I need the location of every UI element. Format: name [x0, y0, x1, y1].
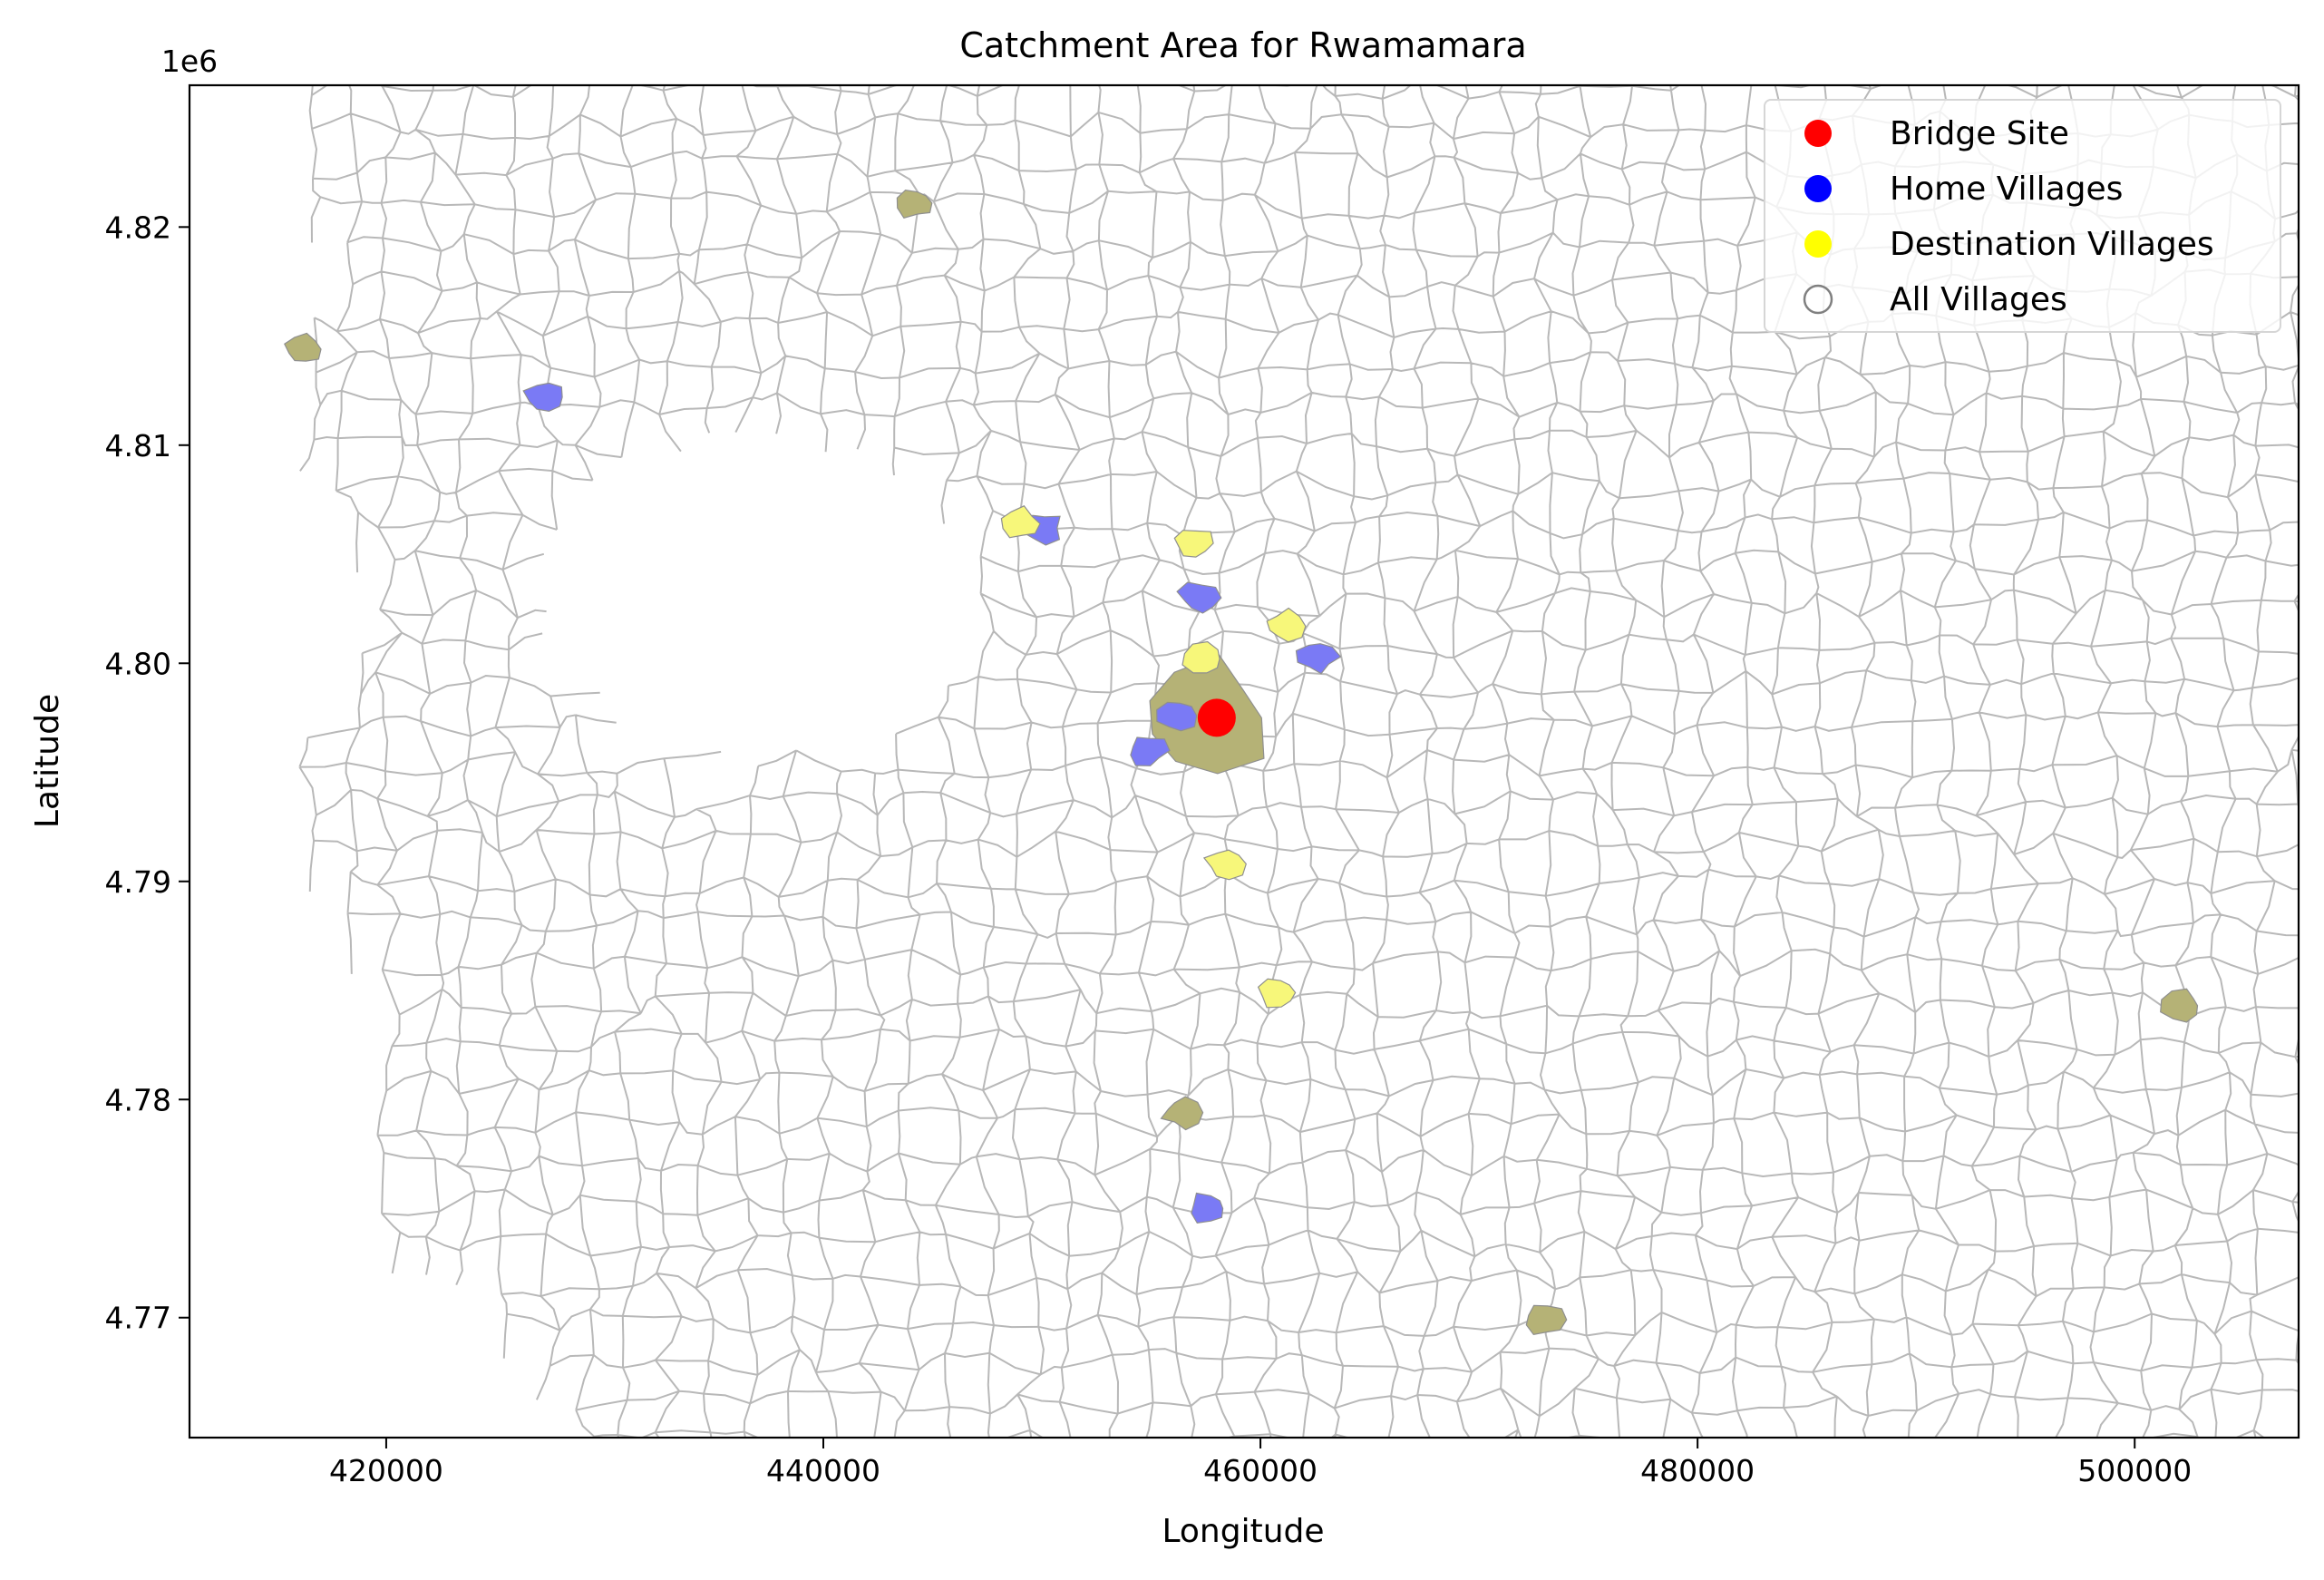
home-village [1295, 643, 1342, 675]
overlap-village [1160, 1096, 1204, 1131]
x-tick-label: 420000 [329, 1453, 443, 1488]
bridge-layer [1197, 698, 1236, 737]
legend-box [1764, 99, 2281, 333]
home-village [522, 382, 563, 413]
destination-village [1000, 505, 1041, 539]
home-village [1130, 736, 1171, 766]
y-tick-label: 4.77 [105, 1301, 171, 1336]
legend: Bridge Site Home Villages Destination Vill… [1764, 99, 2281, 333]
overlap-village [284, 332, 322, 362]
overlap-village [2160, 988, 2199, 1023]
y-tick-label: 4.79 [105, 864, 171, 900]
legend-label: Home Villages [1890, 171, 2123, 208]
legend-label: Destination Villages [1890, 226, 2214, 263]
legend-marker [1803, 284, 1833, 315]
x-tick-label: 460000 [1203, 1453, 1318, 1488]
destination-village [1257, 978, 1297, 1009]
x-tick-label: 480000 [1640, 1453, 1755, 1488]
x-tick-label: 440000 [766, 1453, 880, 1488]
destination-village [1173, 530, 1214, 558]
home-village [1191, 1192, 1224, 1224]
legend-marker [1804, 175, 1832, 202]
bridge-site-marker [1197, 698, 1236, 737]
map-layer [284, 85, 2299, 1438]
x-tick-label: 500000 [2077, 1453, 2192, 1488]
overlap-village [896, 189, 933, 219]
y-tick-label: 4.78 [105, 1082, 171, 1117]
highlight-villages [284, 189, 2199, 1336]
x-axis: 420000 440000 460000 480000 500000 [329, 1438, 2192, 1488]
legend-marker [1804, 120, 1832, 147]
chart-title: Catchment Area for Rwamamara [959, 25, 1526, 65]
plot-frame [188, 83, 2300, 1439]
destination-village [1266, 607, 1307, 643]
legend-label: Bridge Site [1890, 115, 2069, 152]
overlap-village [1525, 1304, 1568, 1336]
home-village [1156, 701, 1198, 732]
destination-village [1202, 849, 1247, 881]
y-axis: 4.77 4.78 4.79 4.80 4.81 4.82 [105, 210, 190, 1336]
y-tick-label: 4.81 [105, 428, 171, 463]
x-axis-label: Longitude [1162, 1513, 1324, 1550]
legend-marker [1804, 230, 1832, 258]
y-tick-label: 4.80 [105, 646, 171, 681]
y-offset-label: 1e6 [161, 44, 218, 79]
destination-village [1181, 640, 1220, 674]
home-village [1176, 581, 1222, 614]
y-tick-label: 4.82 [105, 210, 171, 245]
y-axis-label: Latitude [29, 694, 66, 828]
legend-label: All Villages [1890, 281, 2067, 318]
